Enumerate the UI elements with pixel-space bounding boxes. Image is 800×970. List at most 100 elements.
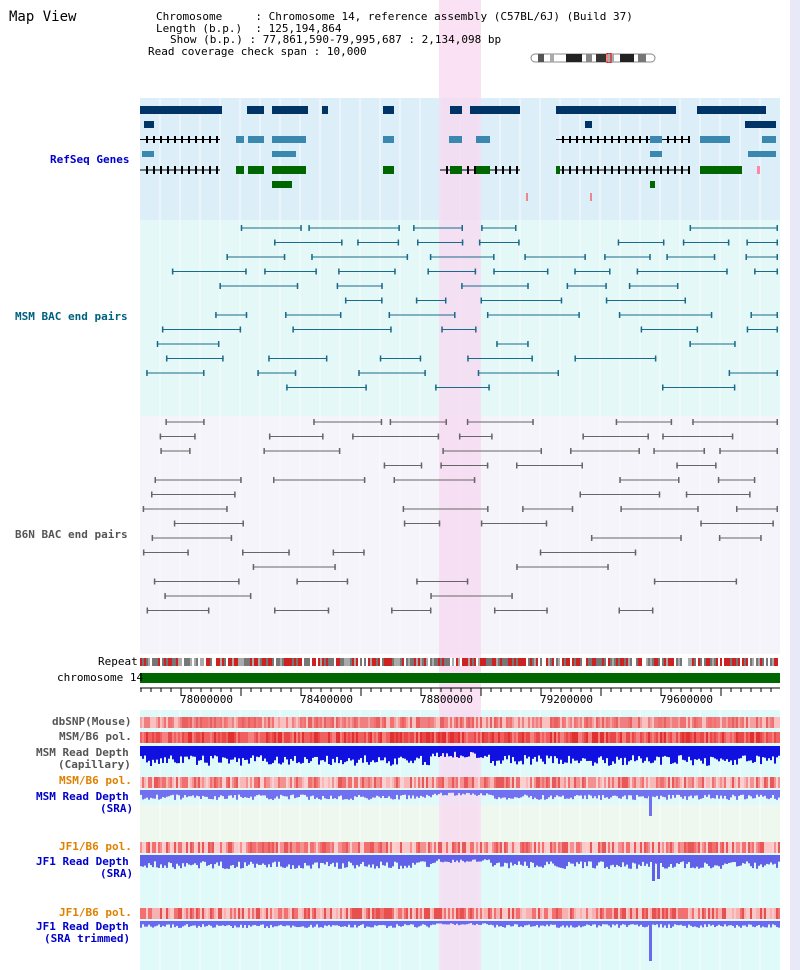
gene-feature xyxy=(272,136,306,143)
track-label-jf1-b6-pol-1[interactable]: JF1/B6 pol. xyxy=(59,840,132,853)
bac-end-marker xyxy=(578,312,580,318)
gene-exon xyxy=(625,166,627,174)
gene-feature xyxy=(476,136,490,143)
gene-exon xyxy=(625,136,627,143)
bac-end-marker xyxy=(619,477,621,483)
bac-end-marker xyxy=(615,419,618,425)
bac-end-marker xyxy=(662,384,664,391)
bac-end-marker xyxy=(444,297,447,304)
bac-end-marker xyxy=(296,578,298,585)
bac-end-marker xyxy=(165,419,167,425)
bac-end-marker xyxy=(776,419,778,425)
gene-exon xyxy=(611,166,613,174)
bac-end-marker xyxy=(676,462,678,469)
gene-exon xyxy=(660,166,662,174)
bac-end-marker xyxy=(466,578,469,585)
axis-tick-label: 78400000 xyxy=(300,693,353,706)
gene-exon xyxy=(181,136,183,143)
gene-feature xyxy=(383,166,394,174)
bac-end-marker xyxy=(560,297,563,304)
bac-end-marker xyxy=(273,607,276,614)
bac-end-marker xyxy=(173,520,176,527)
bac-end-marker xyxy=(653,448,655,454)
gene-exon xyxy=(181,166,183,174)
track-label-msm-depth-sra[interactable]: MSM Read Depth xyxy=(36,790,129,803)
gene-feature xyxy=(700,166,742,174)
bac-end-marker xyxy=(703,448,706,454)
bac-end-marker xyxy=(274,239,276,246)
bac-end-marker xyxy=(682,239,685,246)
gene-feature xyxy=(757,166,760,174)
bac-end-marker xyxy=(332,549,335,556)
bac-end-marker xyxy=(749,491,751,498)
bac-end-marker xyxy=(146,607,149,614)
track-label-jf1-depth-sra[interactable]: JF1 Read Depth xyxy=(36,855,129,868)
bac-end-marker xyxy=(689,341,691,347)
bac-end-marker xyxy=(617,239,620,246)
gene-feature xyxy=(748,151,776,157)
bac-end-marker xyxy=(680,535,682,541)
bac-end-marker xyxy=(437,433,440,440)
gene-exon xyxy=(446,166,448,174)
track-label-msm-depth-capillary[interactable]: MSM Read Depth xyxy=(36,746,129,759)
gene-exon xyxy=(216,136,218,143)
track-label-jf1-depth-trimmed[interactable]: JF1 Read Depth xyxy=(36,920,129,933)
gene-exon xyxy=(160,166,162,174)
gene-feature xyxy=(700,136,730,143)
bac-end-marker xyxy=(670,419,673,425)
bac-end-marker xyxy=(165,355,168,362)
bac-end-marker xyxy=(341,239,343,246)
bac-end-marker xyxy=(574,268,576,275)
gene-exon xyxy=(597,166,599,174)
track-label-repeat[interactable]: Repeat xyxy=(98,655,138,668)
track-label-b6n-bac[interactable]: B6N BAC end pairs xyxy=(15,528,128,541)
bac-end-marker xyxy=(245,312,248,318)
track-label-msm-bac[interactable]: MSM BAC end pairs xyxy=(15,310,128,323)
track-label-msm-b6-pol-2[interactable]: MSM/B6 pol. xyxy=(59,774,132,787)
bac-end-marker xyxy=(776,370,778,376)
bac-end-marker xyxy=(435,384,437,391)
bac-end-marker xyxy=(416,578,418,585)
gene-exon xyxy=(583,166,585,174)
gene-feature xyxy=(590,193,592,201)
gene-exon xyxy=(611,136,613,143)
bac-end-marker xyxy=(685,491,688,498)
bac-end-marker xyxy=(268,433,271,440)
track-label-refseq[interactable]: RefSeq Genes xyxy=(50,153,130,166)
bac-end-marker xyxy=(684,297,687,304)
gene-exon xyxy=(646,166,648,174)
track-label-chromosome[interactable]: chromosome 14 xyxy=(57,671,144,684)
bac-end-marker xyxy=(539,549,542,556)
axis-tick-label: 78000000 xyxy=(180,693,233,706)
bac-end-marker xyxy=(429,254,432,260)
track-label-msm-b6-pol-1[interactable]: MSM/B6 pol. xyxy=(59,730,132,743)
gene-exon xyxy=(562,166,564,174)
bac-end-marker xyxy=(719,448,721,454)
chromosome-ideogram[interactable] xyxy=(530,53,656,63)
gene-feature xyxy=(526,193,528,201)
bac-end-marker xyxy=(226,254,228,260)
bac-end-marker xyxy=(146,370,148,376)
gene-exon xyxy=(174,136,176,143)
bac-end-marker xyxy=(327,607,330,614)
bac-end-marker xyxy=(430,593,432,599)
bac-end-marker xyxy=(160,448,162,454)
bac-end-marker xyxy=(493,607,496,614)
bac-end-marker xyxy=(574,355,576,362)
track-label-jf1-b6-pol-2[interactable]: JF1/B6 pol. xyxy=(59,906,132,919)
track-label-dbsnp[interactable]: dbSNP(Mouse) xyxy=(52,715,132,728)
bac-end-marker xyxy=(415,297,418,304)
bac-end-marker xyxy=(531,355,533,362)
bac-end-marker xyxy=(219,283,221,289)
gene-feature xyxy=(142,151,154,157)
bac-end-marker xyxy=(496,341,498,347)
bac-end-marker xyxy=(263,448,265,454)
bac-end-marker xyxy=(322,433,324,440)
bac-end-marker xyxy=(717,477,720,483)
bac-end-marker xyxy=(511,593,513,599)
bac-end-marker xyxy=(776,312,778,318)
gene-exon xyxy=(681,166,683,174)
bac-end-marker xyxy=(571,506,574,512)
gene-exon xyxy=(667,166,669,174)
